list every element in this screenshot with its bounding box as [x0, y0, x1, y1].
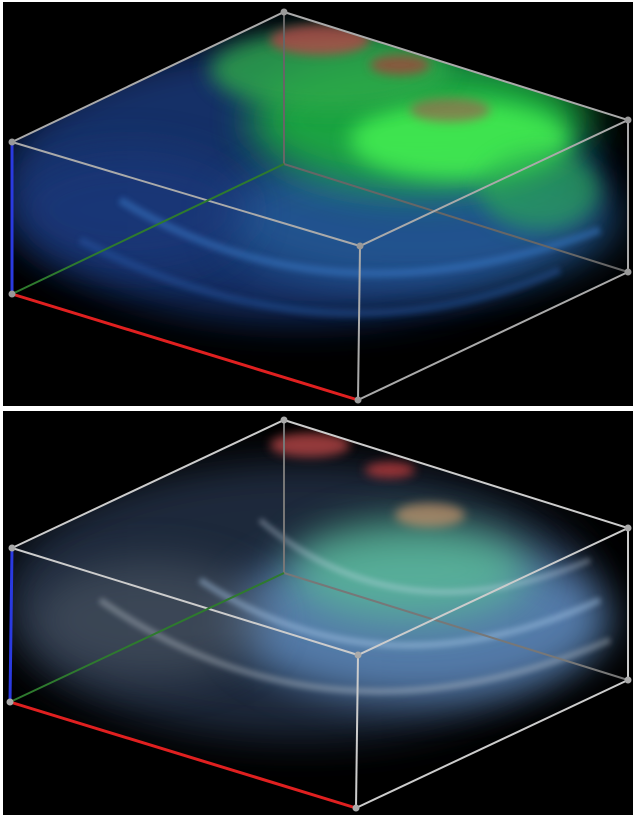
volume-renders: [0, 0, 635, 817]
axis-z: [10, 548, 12, 702]
page: [0, 0, 635, 817]
top-panel: [0, 2, 633, 406]
bottom-panel: [0, 411, 633, 815]
